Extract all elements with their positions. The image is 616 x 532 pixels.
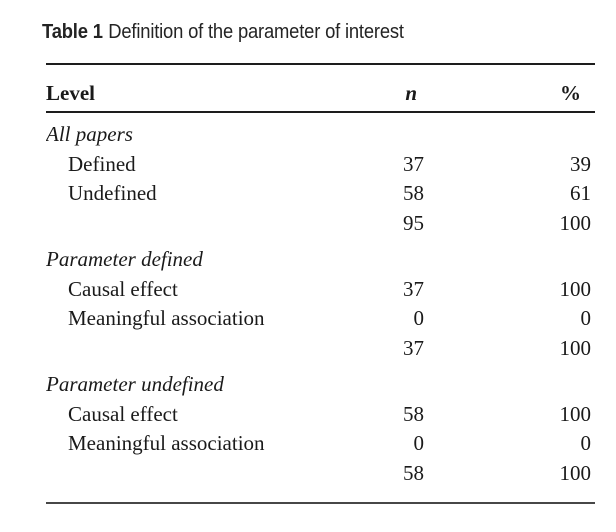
table-body: All papers Defined 37 39 Undefined 58 61… [46,120,595,488]
level-cell: Causal effect [68,276,178,301]
percent-cell: 0 [580,431,592,455]
data-table: Level n % All papers Defined 37 39 Undef… [46,63,595,504]
table-top-rule [46,63,595,65]
n-cell: 0 [413,431,425,455]
level-cell: Parameter undefined [46,372,224,396]
n-cell [314,120,424,150]
n-column-header: n [405,81,417,105]
table-row: Meaningful association 0 0 [46,304,595,334]
n-cell: 58 [403,460,424,485]
level-cell: Meaningful association [68,431,265,455]
percent-cell: 61 [570,181,591,205]
n-cell [314,370,424,400]
table-row: 95 100 [46,209,595,239]
table-header-row: Level n % [46,65,595,111]
table-row: All papers [46,120,595,150]
table-caption: Table 1 Definition of the parameter of in… [42,21,404,44]
table-row: Causal effect 58 100 [46,400,595,430]
percent-cell: 0 [580,306,592,330]
percent-cell: 100 [559,335,592,360]
n-cell: 37 [403,276,424,301]
n-cell: 0 [413,306,425,330]
table-header-rule [46,111,595,113]
level-column-header: Level [46,81,95,105]
percent-cell: 39 [570,151,591,176]
percent-cell: 100 [559,276,592,301]
level-cell: Causal effect [68,401,178,426]
level-cell [46,334,314,364]
table-caption-label: Table 1 [42,21,103,43]
percent-column-header: % [560,81,581,105]
n-cell: 58 [403,181,424,205]
n-cell: 37 [403,335,424,360]
n-cell: 95 [403,210,424,235]
level-cell: Meaningful association [68,306,265,330]
table-bottom-rule [46,502,595,504]
table-row: Parameter defined [46,245,595,275]
table-caption-text: Definition of the parameter of interest [108,21,404,43]
level-cell: All papers [46,122,133,146]
percent-cell [424,245,595,275]
table-row: Undefined 58 61 [46,179,595,209]
table-row: Defined 37 39 [46,150,595,180]
percent-cell [424,120,595,150]
level-cell: Undefined [68,181,157,205]
n-cell [314,245,424,275]
level-cell [46,459,314,489]
n-cell: 58 [403,401,424,426]
percent-cell [424,370,595,400]
n-cell: 37 [403,151,424,176]
percent-cell: 100 [559,210,592,235]
level-cell [46,209,314,239]
table-row: 58 100 [46,459,595,489]
table-row: Causal effect 37 100 [46,275,595,305]
level-cell: Parameter defined [46,247,203,271]
level-cell: Defined [68,151,136,176]
percent-cell: 100 [559,401,592,426]
table-row: 37 100 [46,334,595,364]
percent-cell: 100 [559,460,592,485]
table-row: Parameter undefined [46,370,595,400]
table-row: Meaningful association 0 0 [46,429,595,459]
